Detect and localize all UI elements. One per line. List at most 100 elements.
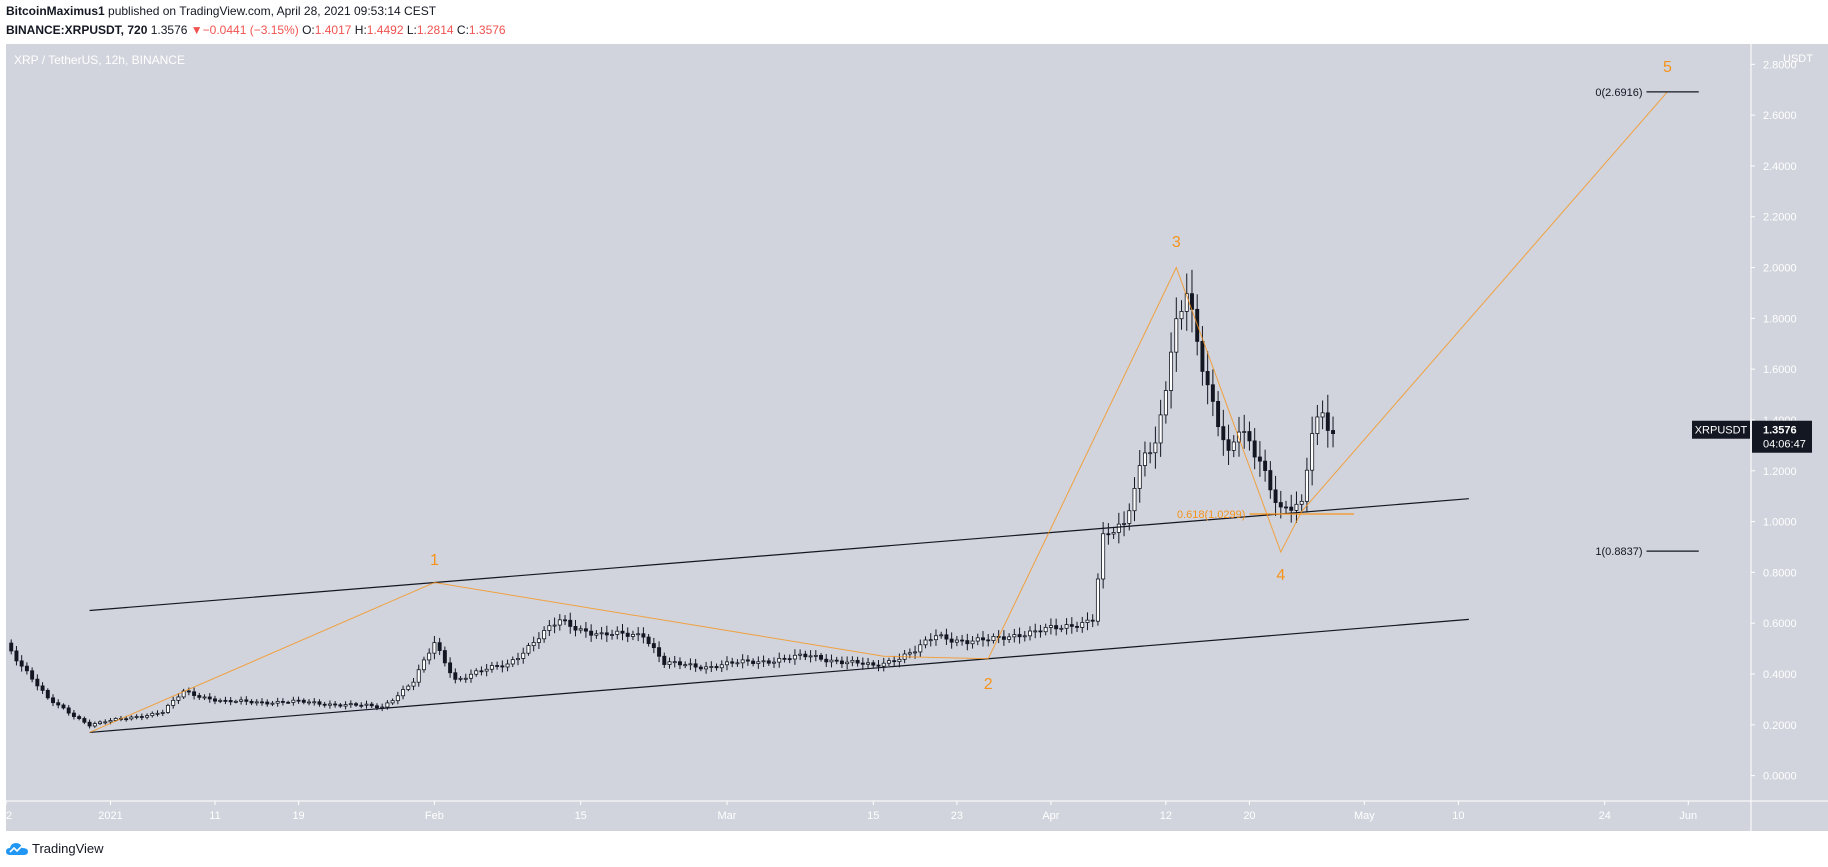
tradingview-logo[interactable]: TradingView <box>6 841 104 856</box>
candle-body <box>630 633 635 637</box>
candle-body <box>1216 400 1221 428</box>
low-label: L: <box>406 23 417 37</box>
candle-body <box>291 699 296 703</box>
elliott-wave-path <box>89 91 1668 733</box>
x-tick-label: May <box>1354 810 1375 822</box>
candle-body <box>1033 630 1038 633</box>
candle-body <box>98 721 103 725</box>
candle-body <box>965 640 970 645</box>
candle-body <box>14 650 19 662</box>
symbol-tag-label: XRPUSDT <box>1695 425 1748 437</box>
candle-body <box>19 660 24 667</box>
candle-body <box>651 643 656 649</box>
candle-body <box>568 619 573 627</box>
change-text: −0.0441 (−3.15%) <box>202 23 299 37</box>
candle-body <box>390 700 395 704</box>
candle-body <box>77 716 82 719</box>
footer-brand: TradingView <box>32 841 104 856</box>
y-tick-label: 1.2000 <box>1763 466 1797 478</box>
candle-body <box>218 699 223 702</box>
x-tick-label: 19 <box>292 810 304 822</box>
candle-body <box>1012 634 1017 638</box>
candle-body <box>1137 465 1142 489</box>
candle-body <box>677 661 682 666</box>
x-tick-label: 12 <box>1160 810 1172 822</box>
candle-body <box>186 690 191 693</box>
close-label: C: <box>456 23 469 37</box>
x-tick-label: 15 <box>867 810 879 822</box>
candle-body <box>1080 622 1085 628</box>
candle-body <box>542 630 547 640</box>
candle-body <box>145 715 150 718</box>
candle-body <box>672 661 677 664</box>
candle-body <box>87 721 92 727</box>
countdown-value: 04:06:47 <box>1763 439 1806 451</box>
candle-body <box>970 640 975 645</box>
candle-body <box>798 653 803 656</box>
candle-body <box>803 653 808 658</box>
close-value: 1.3576 <box>468 23 506 37</box>
candle-body <box>275 701 280 704</box>
candle-body <box>24 665 29 672</box>
candle-body <box>56 702 61 706</box>
candle-body <box>934 635 938 641</box>
candle-body <box>113 718 118 721</box>
candle-body <box>223 699 228 702</box>
candle-body <box>1304 469 1309 502</box>
candle-body <box>782 657 787 660</box>
candle-body <box>1064 624 1069 629</box>
candle-body <box>1310 433 1315 471</box>
candle-body <box>1007 636 1012 640</box>
candle-body <box>421 659 426 671</box>
candle-body <box>1331 430 1336 434</box>
candle-body <box>463 677 468 680</box>
candle-body <box>1247 431 1252 442</box>
candle-body <box>35 678 40 687</box>
candle-body <box>1127 510 1132 524</box>
candle-body <box>813 654 818 657</box>
candle-body <box>657 647 662 657</box>
candle-body <box>563 619 567 622</box>
candle-body <box>547 625 552 631</box>
candle-body <box>751 660 756 664</box>
candle-body <box>939 634 944 637</box>
candle-body <box>338 704 343 707</box>
candle-body <box>641 633 646 638</box>
candle-body <box>725 661 729 666</box>
candle-body <box>1101 533 1106 580</box>
candle-body <box>772 661 776 664</box>
candle-body <box>1022 635 1027 638</box>
candle-body <box>317 701 322 705</box>
publisher-name[interactable]: BitcoinMaximus1 <box>6 4 105 18</box>
candle-body <box>834 659 839 662</box>
time-axis[interactable] <box>6 801 1751 831</box>
candle-body <box>1205 370 1210 386</box>
wave-label: 3 <box>1172 234 1181 251</box>
candle-body <box>756 661 761 664</box>
candle-body <box>557 619 562 626</box>
candle-body <box>213 698 217 702</box>
last-price-value: 1.3576 <box>1763 425 1797 437</box>
candle-body <box>385 702 390 708</box>
candle-body <box>1158 414 1163 444</box>
candle-body <box>30 670 35 680</box>
y-tick-label: 2.8000 <box>1763 59 1797 71</box>
candle-body <box>1299 500 1304 505</box>
candle-body <box>714 666 719 669</box>
candle-body <box>270 702 275 705</box>
candle-body <box>411 681 416 687</box>
candle-body <box>740 659 745 664</box>
candle-body <box>536 638 541 643</box>
candle-body <box>322 703 327 706</box>
candle-body <box>254 701 259 704</box>
plot-area[interactable] <box>6 44 1751 801</box>
candle-body <box>197 695 202 698</box>
wave-label: 2 <box>984 676 993 693</box>
candle-body <box>479 670 484 673</box>
y-tick-label: 2.2000 <box>1763 212 1797 224</box>
candle-body <box>573 626 578 631</box>
candle-body <box>348 703 353 706</box>
candle-body <box>662 655 667 665</box>
candle-body <box>761 660 766 663</box>
